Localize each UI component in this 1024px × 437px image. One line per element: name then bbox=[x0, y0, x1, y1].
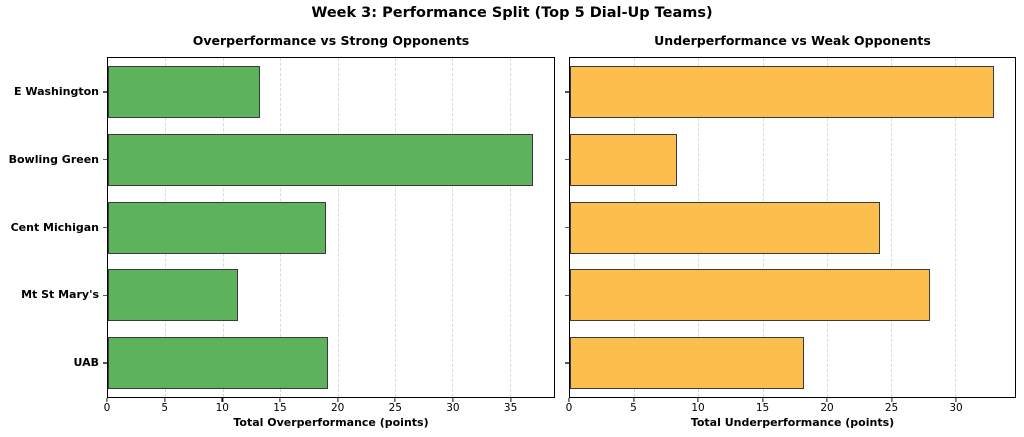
gridline bbox=[955, 58, 957, 397]
x-tick-label: 35 bbox=[503, 402, 518, 414]
bar-uab bbox=[108, 337, 329, 390]
bar-mt-st-mary-s bbox=[108, 269, 238, 322]
x-tick-mark bbox=[955, 398, 957, 402]
y-tick-label-cent-michigan: Cent Michigan bbox=[10, 220, 99, 234]
y-tick-mark bbox=[565, 91, 569, 93]
subplot-title-overperformance: Overperformance vs Strong Opponents bbox=[192, 33, 470, 48]
bar-bowling-green bbox=[570, 133, 677, 186]
x-tick-label: 20 bbox=[820, 402, 834, 414]
x-axis-label-underperformance: Total Underperformance (points) bbox=[690, 416, 895, 429]
y-tick-mark bbox=[565, 226, 569, 229]
y-tick-mark bbox=[565, 362, 569, 364]
bars-layer bbox=[570, 58, 1015, 397]
bar-e-washington bbox=[108, 65, 260, 118]
x-tick-mark bbox=[632, 398, 635, 402]
x-tick-mark bbox=[394, 398, 396, 402]
y-tick-mark bbox=[103, 158, 107, 161]
x-tick-mark bbox=[106, 398, 108, 402]
x-axis-label-overperformance: Total Overperformance (points) bbox=[233, 416, 429, 429]
x-tick-mark bbox=[568, 398, 570, 402]
y-ticks-layer bbox=[565, 58, 1015, 397]
gridline bbox=[509, 58, 511, 397]
x-tick-label: 25 bbox=[884, 402, 899, 414]
y-tick-mark bbox=[565, 158, 569, 161]
grid-layer bbox=[108, 58, 554, 397]
bar-cent-michigan bbox=[108, 201, 327, 254]
x-tick-mark bbox=[452, 398, 454, 402]
x-tick-label: 5 bbox=[630, 402, 637, 414]
y-tick-label-uab: UAB bbox=[73, 356, 100, 370]
y-tick-mark bbox=[565, 294, 569, 297]
y-tick-mark bbox=[103, 226, 107, 229]
bar-mt-st-mary-s bbox=[570, 269, 930, 322]
plot-area-underperformance bbox=[565, 57, 1016, 398]
bar-uab bbox=[570, 337, 804, 390]
x-axis-ticks: 0 5 10 15 20 25 30 bbox=[565, 398, 1016, 416]
x-tick-mark bbox=[510, 398, 512, 402]
bar-cent-michigan bbox=[570, 201, 880, 254]
x-tick-mark bbox=[164, 398, 166, 402]
y-tick-label-mt-st-mary-s: Mt St Mary's bbox=[21, 288, 99, 302]
x-tick-label: 0 bbox=[565, 402, 573, 414]
gridline bbox=[891, 58, 893, 397]
y-tick-mark bbox=[103, 294, 107, 297]
x-tick-mark bbox=[890, 398, 893, 402]
gridline bbox=[762, 58, 764, 397]
plot-area-overperformance bbox=[103, 57, 555, 398]
y-axis-labels: E Washington Bowling Green Cent Michigan Mt… bbox=[0, 57, 99, 398]
x-tick-label: 15 bbox=[755, 402, 770, 414]
y-tick-mark bbox=[103, 91, 107, 93]
x-tick-label: 5 bbox=[161, 402, 168, 414]
bars-layer bbox=[108, 58, 554, 397]
gridline bbox=[395, 58, 396, 397]
bar-e-washington bbox=[570, 65, 994, 118]
x-tick-label: 25 bbox=[388, 402, 402, 414]
x-tick-mark bbox=[761, 398, 764, 402]
x-tick-mark bbox=[279, 398, 281, 402]
gridline bbox=[452, 58, 454, 397]
x-tick-label: 10 bbox=[215, 402, 229, 414]
x-tick-label: 20 bbox=[330, 402, 345, 414]
y-ticks-layer bbox=[103, 58, 554, 397]
y-tick-mark bbox=[103, 362, 107, 364]
gridline bbox=[222, 58, 224, 397]
y-tick-label-bowling-green: Bowling Green bbox=[8, 152, 99, 166]
subplot-title-underperformance: Underperformance vs Weak Opponents bbox=[654, 33, 931, 48]
x-tick-label: 15 bbox=[273, 402, 287, 414]
gridline bbox=[698, 58, 700, 397]
grid-layer bbox=[570, 58, 1015, 397]
gridline bbox=[826, 58, 828, 397]
gridline bbox=[634, 58, 636, 397]
x-axis-ticks: 0 5 10 15 20 25 30 35 bbox=[103, 398, 555, 416]
gridline bbox=[280, 58, 282, 397]
gridline bbox=[337, 58, 339, 397]
x-tick-mark bbox=[826, 398, 828, 402]
x-tick-mark bbox=[697, 398, 699, 402]
x-tick-mark bbox=[337, 398, 339, 402]
x-tick-label: 10 bbox=[691, 402, 705, 414]
x-tick-label: 0 bbox=[103, 402, 111, 414]
y-tick-label-e-washington: E Washington bbox=[13, 84, 99, 98]
x-tick-label: 30 bbox=[446, 402, 460, 414]
figure-title: Week 3: Performance Split (Top 5 Dial-Up… bbox=[311, 5, 713, 21]
bar-bowling-green bbox=[108, 133, 533, 186]
x-tick-label: 30 bbox=[949, 402, 963, 414]
x-tick-mark bbox=[221, 398, 223, 402]
gridline bbox=[165, 58, 167, 397]
